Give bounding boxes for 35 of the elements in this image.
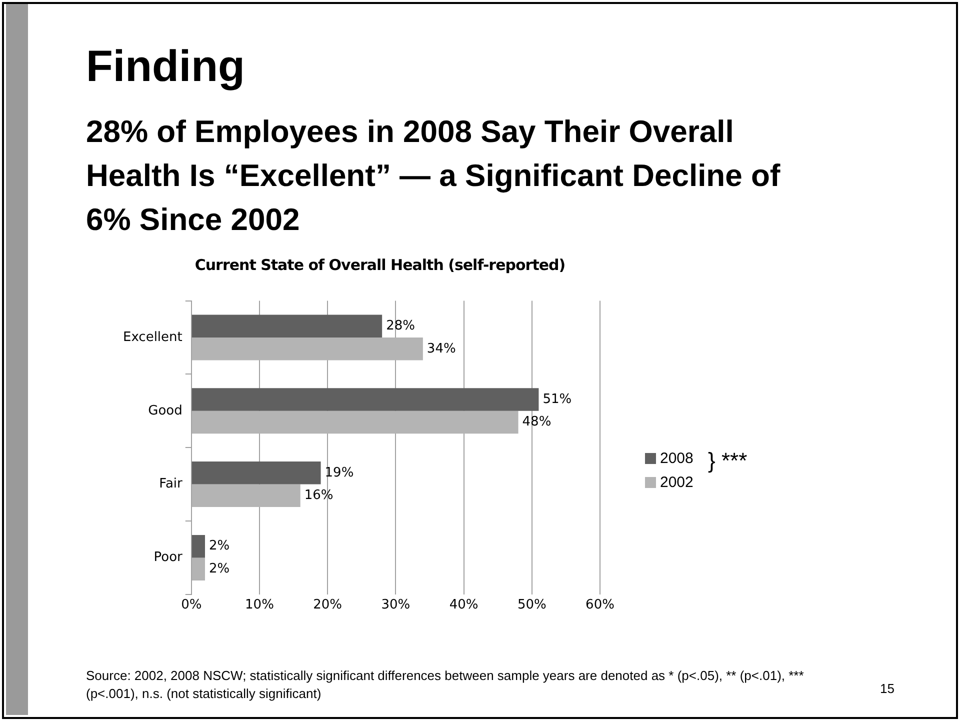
source-note: Source: 2002, 2008 NSCW; statistically significant differences between sample years are denoted as * (p<.05), ** (p<.01), *** (p<.001), n.s. (not statistically significant) (86, 667, 805, 703)
y-tick-label: Excellent (122, 330, 182, 345)
data-label: 2% (209, 538, 230, 554)
y-tick-label: Fair (159, 476, 184, 492)
bar (192, 338, 423, 360)
x-tick-label: 30% (381, 598, 410, 613)
x-tick-label: 20% (313, 598, 342, 613)
bar (192, 484, 300, 508)
bar (192, 534, 206, 558)
text: Finding (86, 42, 245, 92)
bar (192, 558, 206, 580)
text: 28% of Employees in 2008 Say Their Overall Health Is “Excellent” — a Significant Decline of 6% Since 2002 (86, 113, 782, 239)
y-tick-label: Poor (154, 550, 184, 566)
data-label: 2% (209, 561, 230, 576)
data-label: 28% (386, 318, 415, 334)
data-label: 51% (542, 392, 572, 407)
y-tick-label: Good (148, 403, 182, 418)
text: } *** (708, 448, 748, 474)
x-tick-label: 40% (449, 598, 478, 613)
chart-title: Current State of Overall Health (self-reported) (194, 256, 566, 274)
text: 15 (880, 681, 894, 696)
x-tick-label: 50% (517, 598, 546, 613)
x-tick-label: 0% (181, 598, 202, 613)
bar (192, 462, 321, 484)
bar (192, 410, 518, 434)
data-label: 48% (522, 414, 552, 430)
legend-label: 2008 (660, 450, 694, 466)
data-label: 19% (324, 465, 354, 480)
x-tick-label: 60% (586, 598, 614, 613)
legend-label: 2002 (660, 474, 694, 490)
x-tick-label: 10% (245, 598, 274, 613)
bar (192, 314, 382, 338)
data-label: 16% (304, 488, 334, 504)
data-label: 34% (426, 341, 456, 356)
bar (192, 388, 539, 411)
